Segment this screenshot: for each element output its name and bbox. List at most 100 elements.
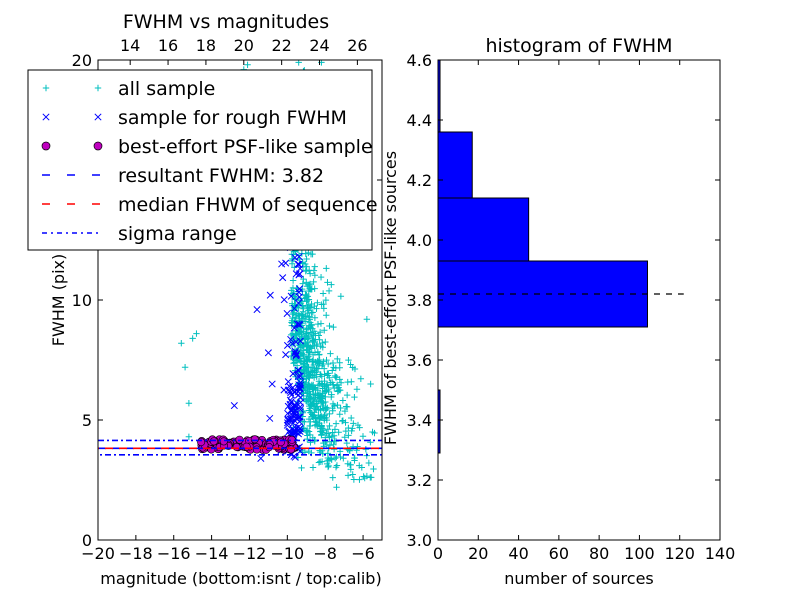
all-sample-point	[337, 404, 344, 412]
all-sample-point	[363, 316, 371, 323]
all-sample-point	[300, 324, 307, 332]
all-sample-point	[314, 320, 322, 328]
all-sample-point	[326, 322, 333, 330]
all-sample-point	[306, 371, 313, 378]
legend-label: sigma range	[118, 223, 237, 245]
all-sample-point	[304, 358, 311, 366]
fwhm-histogram-panel: 0 20 40 60 80 100 120 140 3.0 3.2 3.4 3.6 3.8 4.0 4.2 4…	[381, 35, 735, 588]
rough-fwhm-point	[294, 260, 302, 268]
all-sample-point	[349, 364, 356, 371]
all-sample-point	[316, 356, 323, 364]
all-sample-point	[310, 267, 318, 274]
left-y-axis-label: FWHM (pix)	[49, 254, 68, 347]
all-sample-point	[300, 363, 308, 370]
all-sample-point	[359, 433, 367, 440]
all-sample-point	[346, 461, 354, 469]
left-x-tick-label: −18	[119, 544, 153, 563]
all-sample-point	[307, 343, 314, 351]
all-sample-point	[298, 350, 306, 357]
all-sample-point	[320, 365, 328, 372]
left-x-tick-label: −6	[351, 544, 375, 563]
all-sample-point	[326, 442, 334, 449]
right-y-tick-label: 4.4	[407, 111, 432, 130]
psf-like-point	[209, 437, 218, 446]
all-sample-point	[328, 393, 335, 401]
all-sample-point	[289, 290, 297, 297]
left-x-tick-label: −16	[157, 544, 191, 563]
all-sample-point	[324, 370, 331, 377]
rough-fwhm-point	[279, 274, 287, 282]
right-y-tick-label: 4.0	[407, 231, 432, 250]
all-sample-point	[297, 344, 305, 351]
all-sample-point	[335, 429, 342, 436]
all-sample-point	[336, 448, 344, 455]
all-sample-point	[300, 275, 307, 283]
all-sample-point	[307, 418, 314, 426]
legend-entry: sample for rough FWHM	[42, 107, 347, 129]
right-y-tick-label: 3.8	[407, 291, 432, 310]
rough-fwhm-point	[290, 428, 298, 436]
legend-marker-plus	[94, 84, 102, 92]
all-sample-point	[347, 466, 355, 473]
all-sample-point	[178, 340, 185, 347]
rough-fwhm-point	[291, 401, 299, 409]
all-sample-point	[311, 314, 319, 321]
rough-fwhm-point	[284, 402, 292, 410]
fwhm-vs-magnitude-panel: −20 −18 −16 −14 −12 −10 −8 −6 14 16 18 20 22 24 26 0 5 10…	[27, 11, 383, 588]
rough-fwhm-point	[290, 304, 298, 312]
psf-like-point	[287, 445, 296, 454]
all-sample-point	[333, 484, 340, 491]
all-sample-point	[356, 476, 363, 483]
all-sample-point	[308, 358, 316, 365]
left-x-tick-label: −14	[195, 544, 229, 563]
all-sample-point	[316, 416, 323, 424]
all-sample-point	[367, 380, 374, 388]
rough-fwhm-point	[287, 389, 295, 397]
right-plot-area	[437, 59, 684, 454]
all-sample-point	[317, 407, 324, 414]
all-sample-point	[311, 369, 319, 376]
all-sample-point	[365, 459, 373, 467]
rough-fwhm-point	[291, 349, 299, 357]
all-sample-point	[303, 398, 311, 405]
all-sample-point	[345, 424, 352, 432]
all-sample-point	[315, 411, 322, 419]
rough-fwhm-point	[266, 291, 274, 299]
all-sample-point	[363, 452, 370, 459]
all-sample-point	[311, 272, 319, 279]
all-sample-point	[185, 433, 193, 440]
all-sample-point	[311, 395, 319, 403]
all-sample-point	[344, 472, 352, 479]
right-x-tick-label: 140	[705, 544, 736, 563]
rough-fwhm-point	[293, 350, 301, 358]
all-sample-point	[333, 462, 341, 469]
rough-fwhm-point	[296, 405, 304, 413]
all-sample-point	[356, 424, 363, 431]
all-sample-point	[329, 429, 336, 436]
legend-entry: best-effort PSF-like sample	[41, 136, 373, 158]
all-sample-point	[303, 267, 310, 274]
all-sample-point	[305, 383, 313, 391]
rough-fwhm-point	[283, 309, 291, 318]
all-sample-point	[353, 386, 361, 393]
all-sample-point	[308, 300, 315, 308]
rough-fwhm-point	[293, 320, 301, 328]
all-sample-point	[293, 362, 301, 369]
all-sample-point	[310, 278, 317, 286]
all-sample-point	[306, 431, 314, 439]
all-sample-point	[304, 432, 311, 439]
all-sample-point	[329, 381, 337, 388]
right-chart-title: histogram of FWHM	[485, 35, 672, 57]
all-sample-point	[324, 279, 331, 286]
all-sample-point	[310, 384, 317, 392]
all-sample-point	[309, 250, 316, 258]
psf-like-point	[250, 435, 259, 444]
all-sample-point	[311, 403, 318, 410]
legend-label: resultant FWHM: 3.82	[118, 165, 324, 187]
right-y-tick-label: 3.4	[407, 411, 432, 430]
all-sample-point	[344, 446, 351, 453]
all-sample-point	[341, 407, 349, 415]
all-sample-point	[337, 379, 345, 386]
rough-fwhm-point	[295, 285, 304, 293]
legend-entry: all sample	[42, 78, 215, 100]
